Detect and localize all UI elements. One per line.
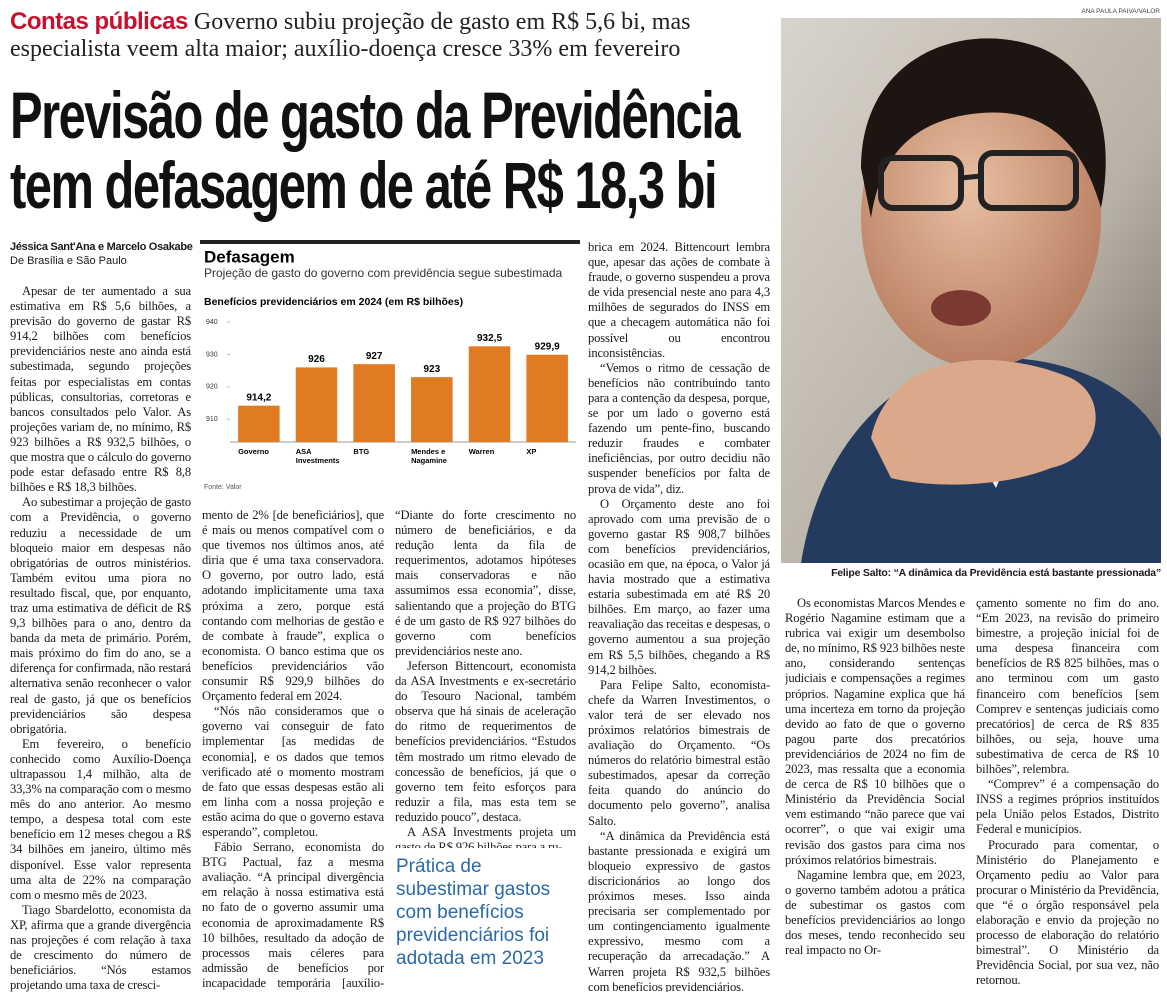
x-tick-label: Governo (238, 447, 269, 456)
column: çamento somente no fim do ano. “Em 2023,… (976, 596, 1159, 992)
column: mento de 2% [de beneficiários], que é ma… (202, 508, 384, 992)
paragraph: “Comprev” é a compensação do INSS a regi… (976, 777, 1159, 837)
bar (238, 405, 280, 442)
pull-quote: Prática de subestimar gastos com benefíc… (396, 856, 551, 969)
paragraph: O Orçamento deste ano foi aprovado com u… (588, 496, 770, 677)
bar (526, 354, 568, 442)
y-tick-label: 910 (206, 416, 218, 423)
photo-credit: ANA PAULA PAIVA/VALOR (1081, 8, 1160, 15)
x-tick-label: Warren (469, 447, 495, 456)
chart: Defasagem Projeção de gasto do governo c… (200, 240, 580, 491)
paragraph: “Vemos o ritmo de cessação de benefícios… (588, 360, 770, 496)
paragraph: Em fevereiro, o benefício conhecido como… (10, 736, 191, 902)
paragraph: “Nós não consideramos que o governo vai … (202, 704, 384, 839)
paragraph: Tiago Sbardelotto, economista da XP, afi… (10, 902, 191, 992)
y-tick-label: 940 (206, 319, 218, 326)
y-tick-label: 920 (206, 384, 218, 391)
paragraph: Jeferson Bittencourt, economista da ASA … (395, 658, 576, 824)
headline: tem defasagem de até R$ 18,3 bi (10, 148, 718, 222)
chart-source: Fonte: Valor (204, 484, 242, 491)
chart-label: Benefícios previdenciários em 2024 (em R… (204, 296, 463, 308)
rule (200, 240, 580, 244)
paragraph: mento de 2% [de beneficiários], que é ma… (202, 508, 384, 704)
value-label: 926 (308, 354, 325, 365)
column: Apesar de ter aumentado a sua estimativa… (10, 284, 191, 992)
x-tick-label: ASA Investments (296, 447, 340, 465)
paragraph: Ao subestimar a projeção de gasto com a … (10, 495, 191, 736)
chart-title: Defasagem (204, 247, 295, 266)
location: De Brasília e São Paulo (10, 255, 127, 267)
paragraph: Apesar de ter aumentado a sua estimativa… (10, 284, 191, 495)
paragraph: A ASA Investments projeta um gasto de R$… (395, 824, 576, 848)
value-label: 923 (423, 364, 440, 375)
paragraph: çamento somente no fim do ano. “Em 2023,… (976, 596, 1159, 777)
x-tick-label: XP (526, 447, 536, 456)
headline: Previsão de gasto da Previdência (10, 78, 740, 152)
value-label: 932,5 (477, 333, 502, 344)
paragraph: Nagamine lembra que, em 2023, o governo … (785, 867, 965, 958)
paragraph: “A dinâmica da Previdência está bastante… (588, 828, 770, 992)
column: Os economistas Marcos Mendes e Rogério N… (785, 596, 965, 992)
value-label: 927 (366, 351, 383, 362)
paragraph: Para Felipe Salto, economista-chefe da W… (588, 677, 770, 828)
x-tick-label: BTG (353, 447, 369, 456)
photo (781, 18, 1161, 563)
y-tick-label: 930 (206, 351, 218, 358)
section: Contas públicas (10, 8, 188, 35)
paragraph: Os economistas Marcos Mendes e Rogério N… (785, 596, 965, 867)
paragraph: “Diante do forte crescimento no número d… (395, 508, 576, 658)
bar (411, 377, 453, 442)
authors: Jéssica Sant'Ana e Marcelo Osakabe (10, 241, 193, 253)
column: “Diante do forte crescimento no número d… (395, 508, 576, 848)
bar (468, 346, 511, 442)
kicker-text: Governo subiu projeção de gasto em R$ 5,… (10, 9, 691, 62)
x-tick-label: Mendes e Nagamine (411, 447, 447, 465)
paragraph: Procurado para comentar, o Ministério do… (976, 837, 1159, 988)
bar (295, 367, 338, 442)
paragraph: brica em 2024. Bittencourt lembra que, a… (588, 240, 770, 360)
value-label: 914,2 (246, 392, 271, 403)
column: brica em 2024. Bittencourt lembra que, a… (588, 240, 770, 992)
bar (353, 364, 395, 442)
photo-caption: Felipe Salto: “A dinâmica da Previdência… (831, 567, 1161, 579)
byline: Jéssica Sant'Ana e Marcelo Osakabe De Bra… (10, 240, 195, 268)
paragraph: Fábio Serrano, economista do BTG Pactual… (202, 840, 384, 992)
value-label: 929,9 (535, 341, 560, 352)
kicker: Contas públicas Governo subiu projeção d… (10, 8, 775, 63)
chart-subtitle: Projeção de gasto do governo com previdê… (204, 266, 563, 280)
